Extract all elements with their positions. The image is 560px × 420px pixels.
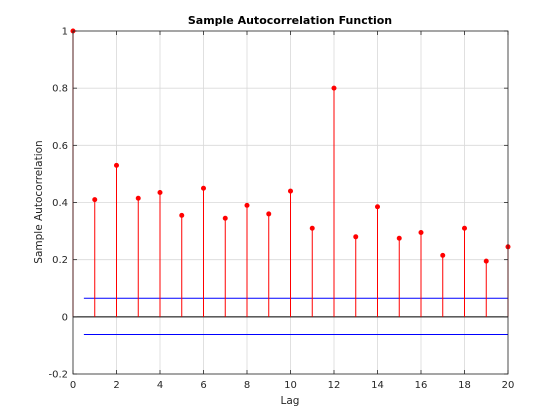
stem-marker [440,252,446,258]
x-tick-label: 0 [70,380,76,391]
stem-marker [353,234,359,240]
stem-marker [266,211,272,217]
x-tick-label: 20 [502,380,515,391]
x-tick-label: 12 [328,380,341,391]
x-tick-label: 18 [458,380,471,391]
stem-marker [222,215,228,221]
x-tick-label: 14 [371,380,384,391]
stem-marker [92,197,98,203]
stem-marker [418,230,424,236]
x-tick-label: 10 [284,380,297,391]
y-tick-label: 0 [62,312,68,323]
stem-marker [244,202,250,208]
stem-marker [461,225,467,231]
x-tick-label: 4 [157,380,163,391]
x-tick-label: 6 [200,380,206,391]
x-axis-label: Lag [281,395,300,407]
x-tick-label: 8 [244,380,250,391]
y-tick-label: 0.2 [52,255,68,266]
y-tick-label: 0.6 [52,141,68,152]
y-tick-label: 0.8 [52,84,68,95]
stem-marker [201,185,207,191]
stem-marker [135,195,141,201]
stem-marker [331,85,337,91]
stem-marker [179,212,185,218]
y-tick-label: 0.4 [52,198,68,209]
x-tick-label: 16 [415,380,428,391]
x-tick-label: 2 [113,380,119,391]
stem-marker [374,204,380,210]
tick-labels: 0 2 4 6 8 10 12 14 16 18 20-0.200.20.40.60.81 [48,27,514,392]
y-tick-label: 1 [62,27,68,38]
stem-marker [114,162,120,168]
stem-marker [483,258,489,264]
stem-marker [287,188,293,194]
chart-title: Sample Autocorrelation Function [188,14,392,27]
y-tick-label: -0.2 [48,370,68,381]
stem-marker [309,225,315,231]
stem-marker [396,235,402,241]
y-axis-label: Sample Autocorrelation [33,140,45,263]
stem-marker [157,189,163,195]
axes [72,30,509,375]
